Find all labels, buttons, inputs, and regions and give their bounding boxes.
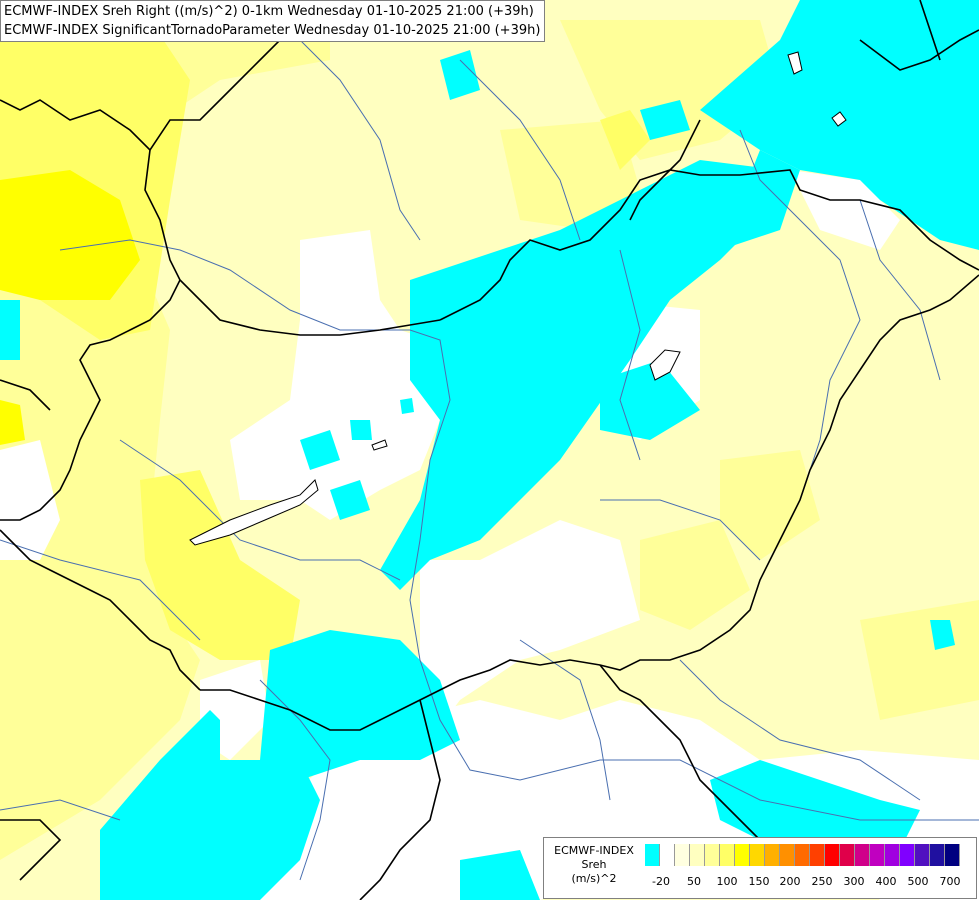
legend-swatch xyxy=(660,844,675,866)
legend-tick-label: 700 xyxy=(939,875,961,888)
title-stp: ECMWF-INDEX SignificantTornadoParameter … xyxy=(4,23,541,38)
legend-swatch xyxy=(930,844,945,866)
legend-title-unit: (m/s)^2 xyxy=(571,872,617,885)
legend-swatch xyxy=(870,844,885,866)
legend-swatch xyxy=(690,844,705,866)
legend-tick-label: -20 xyxy=(652,875,670,888)
legend-swatches xyxy=(645,844,960,866)
legend-swatch xyxy=(915,844,930,866)
color-legend: ECMWF-INDEX Sreh (m/s)^2 -20 50 100 150 200 2… xyxy=(543,837,977,899)
legend-tick-label: 300 xyxy=(843,875,865,888)
legend-swatch xyxy=(900,844,915,866)
rivers xyxy=(0,29,979,881)
legend-swatch xyxy=(720,844,735,866)
legend-tick-label: 200 xyxy=(779,875,801,888)
legend-tick-label: 500 xyxy=(907,875,929,888)
legend-swatch xyxy=(885,844,900,866)
legend-swatch xyxy=(840,844,855,866)
legend-title-model: ECMWF-INDEX xyxy=(554,844,634,857)
legend-swatch xyxy=(645,844,660,866)
legend-title: ECMWF-INDEX Sreh (m/s)^2 xyxy=(544,844,644,886)
legend-swatch xyxy=(945,844,960,866)
legend-swatch xyxy=(795,844,810,866)
legend-swatch xyxy=(705,844,720,866)
legend-swatch xyxy=(765,844,780,866)
legend-swatch xyxy=(750,844,765,866)
legend-tick-label: 150 xyxy=(748,875,770,888)
legend-swatch xyxy=(735,844,750,866)
legend-swatch xyxy=(675,844,690,866)
legend-tick-label: 100 xyxy=(716,875,738,888)
legend-tick-label: 250 xyxy=(811,875,833,888)
lakes xyxy=(189,51,847,546)
legend-tick-label: 50 xyxy=(687,875,701,888)
legend-swatch xyxy=(825,844,840,866)
legend-swatch xyxy=(855,844,870,866)
legend-swatch xyxy=(780,844,795,866)
field-bright-yellow xyxy=(0,170,140,445)
legend-swatch xyxy=(810,844,825,866)
legend-title-param: Sreh xyxy=(581,858,607,871)
legend-tick-label: 400 xyxy=(875,875,897,888)
map-title-box: ECMWF-INDEX Sreh Right ((m/s)^2) 0-1km W… xyxy=(0,0,546,42)
title-sreh: ECMWF-INDEX Sreh Right ((m/s)^2) 0-1km W… xyxy=(4,4,534,19)
